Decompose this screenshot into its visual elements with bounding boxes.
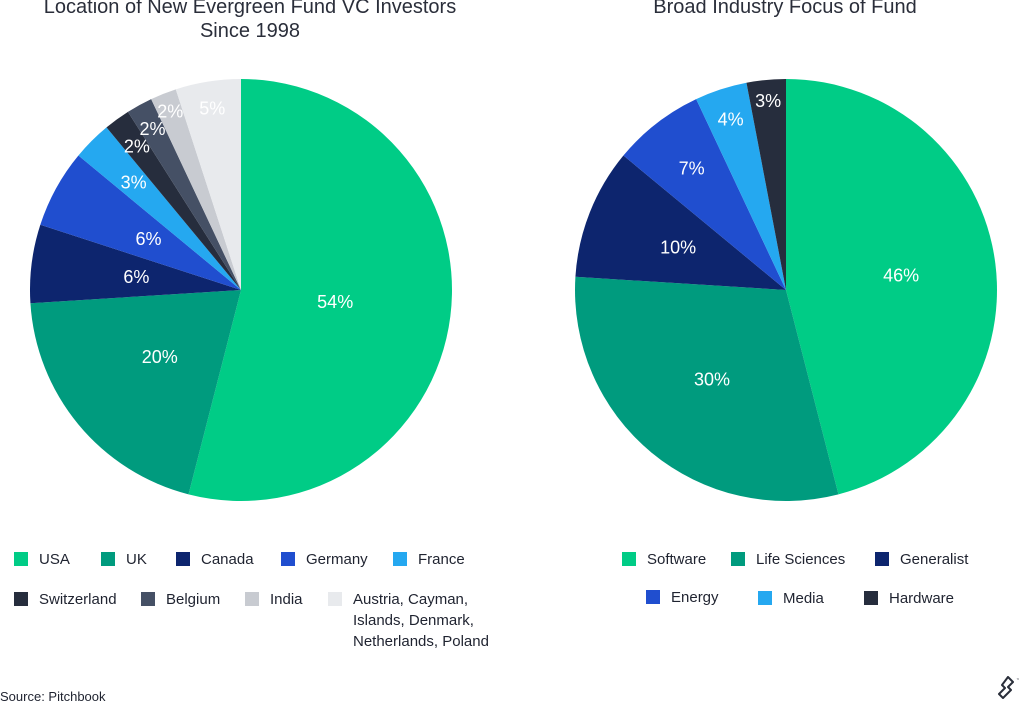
slice-label-germany: 6% [136, 229, 162, 249]
slice-label-software: 46% [883, 265, 919, 285]
legend-label: Hardware [889, 590, 955, 607]
legend-swatch [328, 592, 342, 606]
legend-swatch [731, 552, 745, 566]
slice-label-canada: 6% [123, 267, 149, 287]
legend-label: Germany [306, 551, 368, 568]
pie-slice-uk [30, 290, 241, 495]
legend-item-software: Software [622, 549, 706, 570]
slice-label-hardware: 3% [755, 91, 781, 111]
legend-swatch [245, 592, 259, 606]
pie-slice-canada [30, 224, 241, 304]
legend-label: Energy [671, 589, 719, 606]
pie-slice-germany [40, 155, 242, 290]
legend-label: Life Sciences [756, 551, 846, 568]
pie-slice-usa [188, 79, 452, 501]
legend-swatch [875, 552, 889, 566]
slice-label-energy: 7% [679, 158, 705, 178]
legend-item-usa: USA [14, 549, 70, 570]
pie-slice-india [151, 89, 241, 290]
chart-title-location: Location of New Evergreen Fund VC Invest… [43, 0, 457, 42]
legend-item-generalist: Generalist [875, 549, 968, 570]
legend-swatch [281, 552, 295, 566]
legend-label: Generalist [900, 551, 969, 568]
slice-label-france: 3% [121, 173, 147, 193]
legend-item-media: Media [758, 588, 824, 609]
pie-slice-others [175, 79, 241, 290]
pie-slice-life-sciences [575, 276, 839, 501]
legend-label: France [418, 551, 465, 568]
legend-item-canada: Canada [176, 549, 254, 570]
legend-swatch [14, 552, 28, 566]
legend-swatch [101, 552, 115, 566]
pie-slice-switzerland [106, 111, 241, 291]
slice-label-media: 4% [718, 109, 744, 129]
pie-slice-media [696, 82, 786, 290]
source-note: Source: Pitchbook [0, 689, 106, 704]
legend-label: USA [39, 551, 70, 568]
legend-label: Switzerland [39, 591, 117, 608]
legend-label: Software [647, 551, 707, 568]
legend-swatch [758, 591, 772, 605]
slice-label-generalist: 10% [660, 237, 696, 257]
legend-swatch [14, 592, 28, 606]
pie-slice-energy [623, 99, 786, 291]
chart-title-industry: Broad Industry Focus of Fund [653, 0, 917, 18]
legend-label: Belgium [166, 591, 221, 608]
pie-slice-hardware [746, 79, 786, 290]
legend-item-belgium: Belgium [141, 589, 220, 610]
legend-swatch [622, 552, 636, 566]
legend-label: Media [783, 590, 824, 607]
legend-label: India [270, 591, 303, 608]
legend-swatch [646, 590, 660, 604]
slice-label-usa: 54% [317, 292, 353, 312]
legend-swatch [864, 591, 878, 605]
legend-label: Austria, Cayman, Islands, Denmark, Nethe… [353, 591, 489, 650]
pie-slice-belgium [127, 99, 241, 291]
legend-item-hardware: Hardware [864, 588, 954, 609]
slice-label-uk: 20% [142, 347, 178, 367]
legend-item-india: India [245, 589, 303, 610]
legend-item-switzerland: Switzerland [14, 589, 117, 610]
slice-label-life-sciences: 30% [694, 369, 730, 389]
legend-item-others: Austria, Cayman, Islands, Denmark, Nethe… [328, 589, 489, 652]
toptal-logo-icon: ™ [998, 676, 1019, 699]
legend-swatch [176, 552, 190, 566]
trademark-mark: ™ [1016, 678, 1019, 684]
slice-label-switzerland: 2% [124, 137, 150, 157]
legend-swatch [141, 592, 155, 606]
legend-item-germany: Germany [281, 549, 368, 570]
legend-item-uk: UK [101, 549, 147, 570]
legend-item-life-sciences: Life Sciences [731, 549, 845, 570]
pie-slice-france [78, 127, 241, 290]
legend-label: Canada [201, 551, 254, 568]
legend-label: UK [126, 551, 147, 568]
slice-label-india: 2% [157, 101, 183, 121]
pie-slice-generalist [575, 155, 786, 290]
legend-item-energy: Energy [646, 587, 719, 608]
slice-label-others: 5% [199, 99, 225, 119]
pie-slice-software [786, 79, 998, 495]
legend-swatch [393, 552, 407, 566]
slice-label-belgium: 2% [140, 119, 166, 139]
legend-item-france: France [393, 549, 465, 570]
